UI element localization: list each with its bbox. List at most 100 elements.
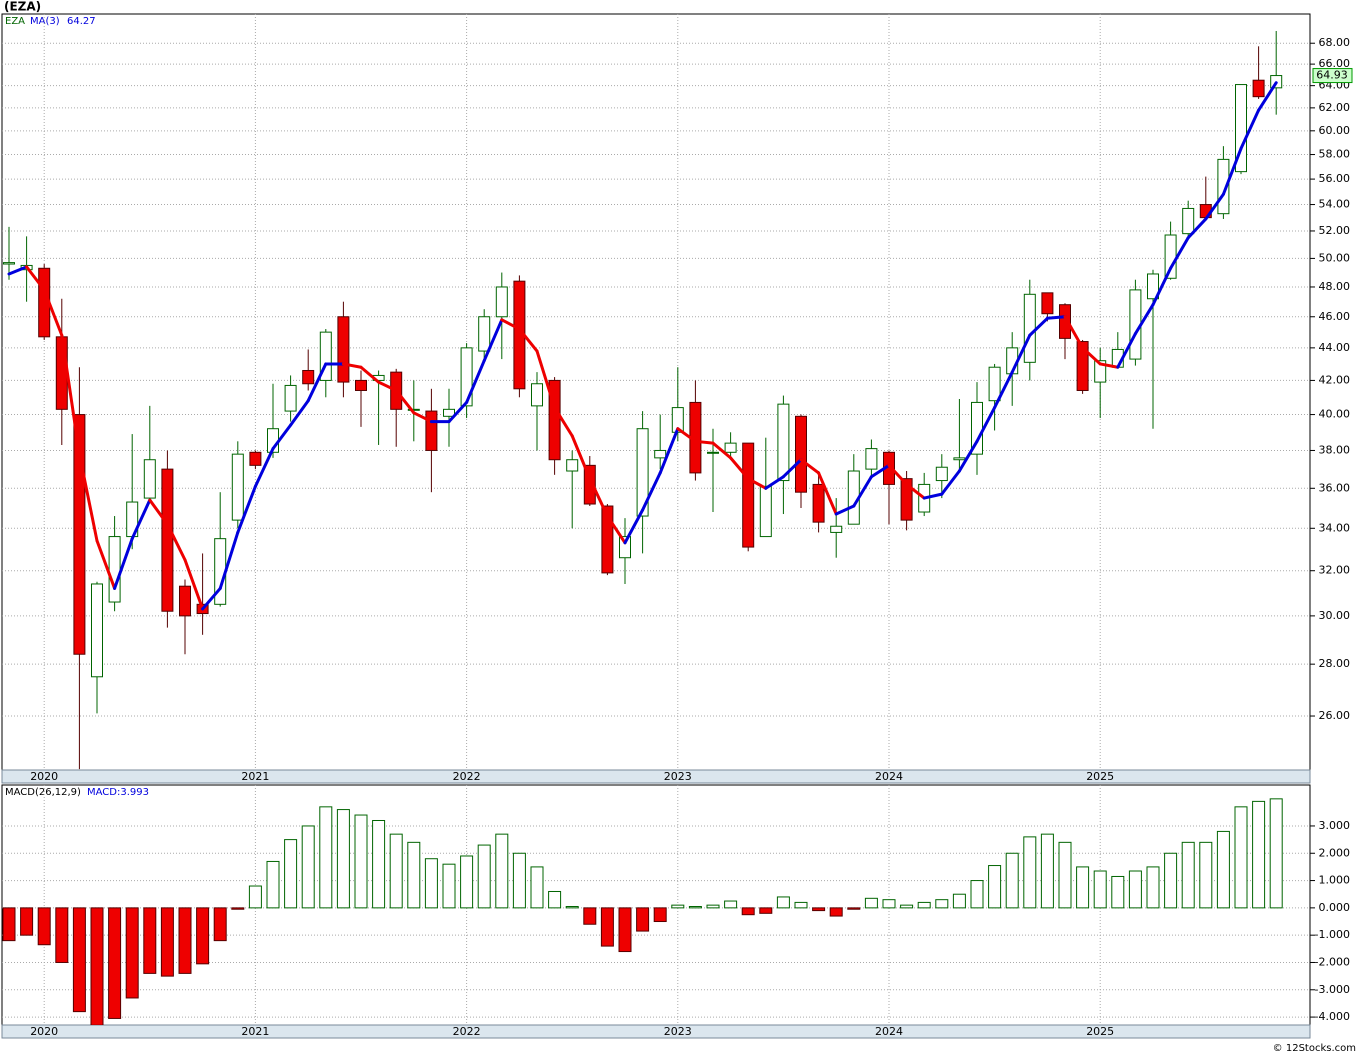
ma-segment	[817, 471, 838, 516]
macd-bar	[55, 907, 69, 963]
macd-bar	[301, 825, 315, 909]
macd-bar	[1181, 841, 1195, 909]
macd-bar	[952, 893, 966, 909]
ma-segment	[165, 522, 187, 562]
footer: © 12Stocks.com	[1273, 1043, 1356, 1054]
candle-body	[1217, 158, 1230, 215]
macd-bar	[706, 904, 720, 909]
candle-body	[1252, 79, 1265, 98]
macd-bar	[1216, 830, 1230, 909]
macd-bar	[477, 844, 491, 909]
candle-body	[179, 585, 191, 617]
candle-body	[1147, 273, 1159, 300]
macd-bar	[512, 852, 526, 909]
ma-segment	[993, 370, 1014, 410]
ma-segment	[1133, 303, 1155, 336]
price-tag	[1312, 68, 1353, 84]
macd-bar	[530, 866, 544, 909]
macd-bar	[125, 907, 139, 999]
x-tick-label: 2023	[664, 1025, 692, 1038]
y-tick-label: 30.00	[1319, 609, 1351, 622]
macd-bar	[1128, 870, 1142, 909]
x-tick-label: 2021	[241, 770, 269, 783]
macd-bar	[178, 907, 192, 974]
macd-bar	[231, 907, 245, 910]
macd-bar	[741, 907, 755, 916]
ma-segment	[42, 288, 64, 337]
date-strip	[1, 1024, 1311, 1039]
macd-bar	[108, 907, 122, 1019]
ma-segment	[1010, 333, 1032, 374]
ma-segment	[289, 399, 310, 427]
macd-bar	[354, 814, 368, 909]
y-tick-label: 1.000	[1319, 874, 1351, 887]
y-tick-label: 56.00	[1319, 172, 1351, 185]
macd-bar	[424, 858, 438, 909]
ma-segment	[1098, 362, 1120, 369]
y-tick-label: 40.00	[1319, 408, 1351, 421]
macd-bar	[847, 907, 861, 910]
price-panel	[1, 13, 1311, 771]
ma-segment	[764, 475, 785, 490]
y-tick-label: 62.00	[1319, 101, 1351, 114]
macd-bar	[213, 907, 227, 942]
y-tick-label: -2.000	[1315, 955, 1350, 968]
ma-segment	[341, 362, 363, 369]
macd-bar	[72, 907, 86, 1013]
macd-bar	[917, 901, 931, 909]
macd-bar	[618, 907, 632, 953]
x-tick-label: 2022	[453, 1025, 481, 1038]
macd-bar	[864, 897, 878, 909]
ma-segment	[1028, 316, 1049, 337]
ma-segment	[623, 508, 645, 545]
candle-body	[1023, 293, 1036, 363]
ma-segment	[465, 359, 486, 404]
macd-bar	[724, 900, 738, 909]
ma-segment	[77, 452, 99, 543]
x-tick-label: 2020	[30, 770, 58, 783]
candle-body	[830, 525, 843, 533]
y-tick-label: -3.000	[1315, 983, 1350, 996]
candle-body	[619, 536, 631, 559]
macd-bar	[1269, 798, 1283, 909]
y-tick-label: 26.00	[1319, 709, 1351, 722]
y-tick-label: 32.00	[1319, 564, 1351, 577]
macd-bar	[688, 906, 702, 909]
macd-bar	[1234, 806, 1248, 909]
ma-segment	[658, 427, 680, 475]
candle-body	[548, 379, 561, 461]
ma-segment	[113, 537, 134, 590]
ma-segment	[271, 423, 293, 451]
ma-segment	[201, 586, 222, 611]
macd-panel	[1, 784, 1311, 1026]
candle-body	[566, 459, 579, 472]
ma-segment	[1186, 217, 1208, 240]
ma-segment	[869, 463, 891, 479]
macd-bar	[759, 907, 773, 914]
ma-segment	[1169, 236, 1190, 270]
y-tick-label: 38.00	[1319, 443, 1351, 456]
candle-body	[161, 468, 174, 612]
ma-segment	[570, 434, 592, 481]
legend-symbol: EZA	[5, 16, 25, 27]
y-tick-label: -1.000	[1315, 928, 1350, 941]
macd-bar	[442, 863, 456, 909]
candle-body	[531, 383, 543, 407]
candle-body	[759, 485, 772, 538]
macd-bar	[336, 809, 350, 909]
candle-body	[654, 449, 667, 459]
macd-bar	[653, 907, 667, 923]
macd-bar	[284, 839, 298, 909]
macd-bar	[1058, 841, 1072, 909]
candle-body	[3, 262, 15, 265]
candle-body	[1059, 304, 1071, 339]
ma-segment	[940, 469, 961, 496]
candle-body	[1076, 341, 1089, 391]
ma-segment	[605, 514, 627, 545]
candle-body	[953, 457, 966, 461]
macd-bar	[196, 907, 210, 965]
candle-body	[55, 336, 68, 410]
ma-segment	[1221, 147, 1243, 196]
candle-body	[337, 316, 350, 383]
